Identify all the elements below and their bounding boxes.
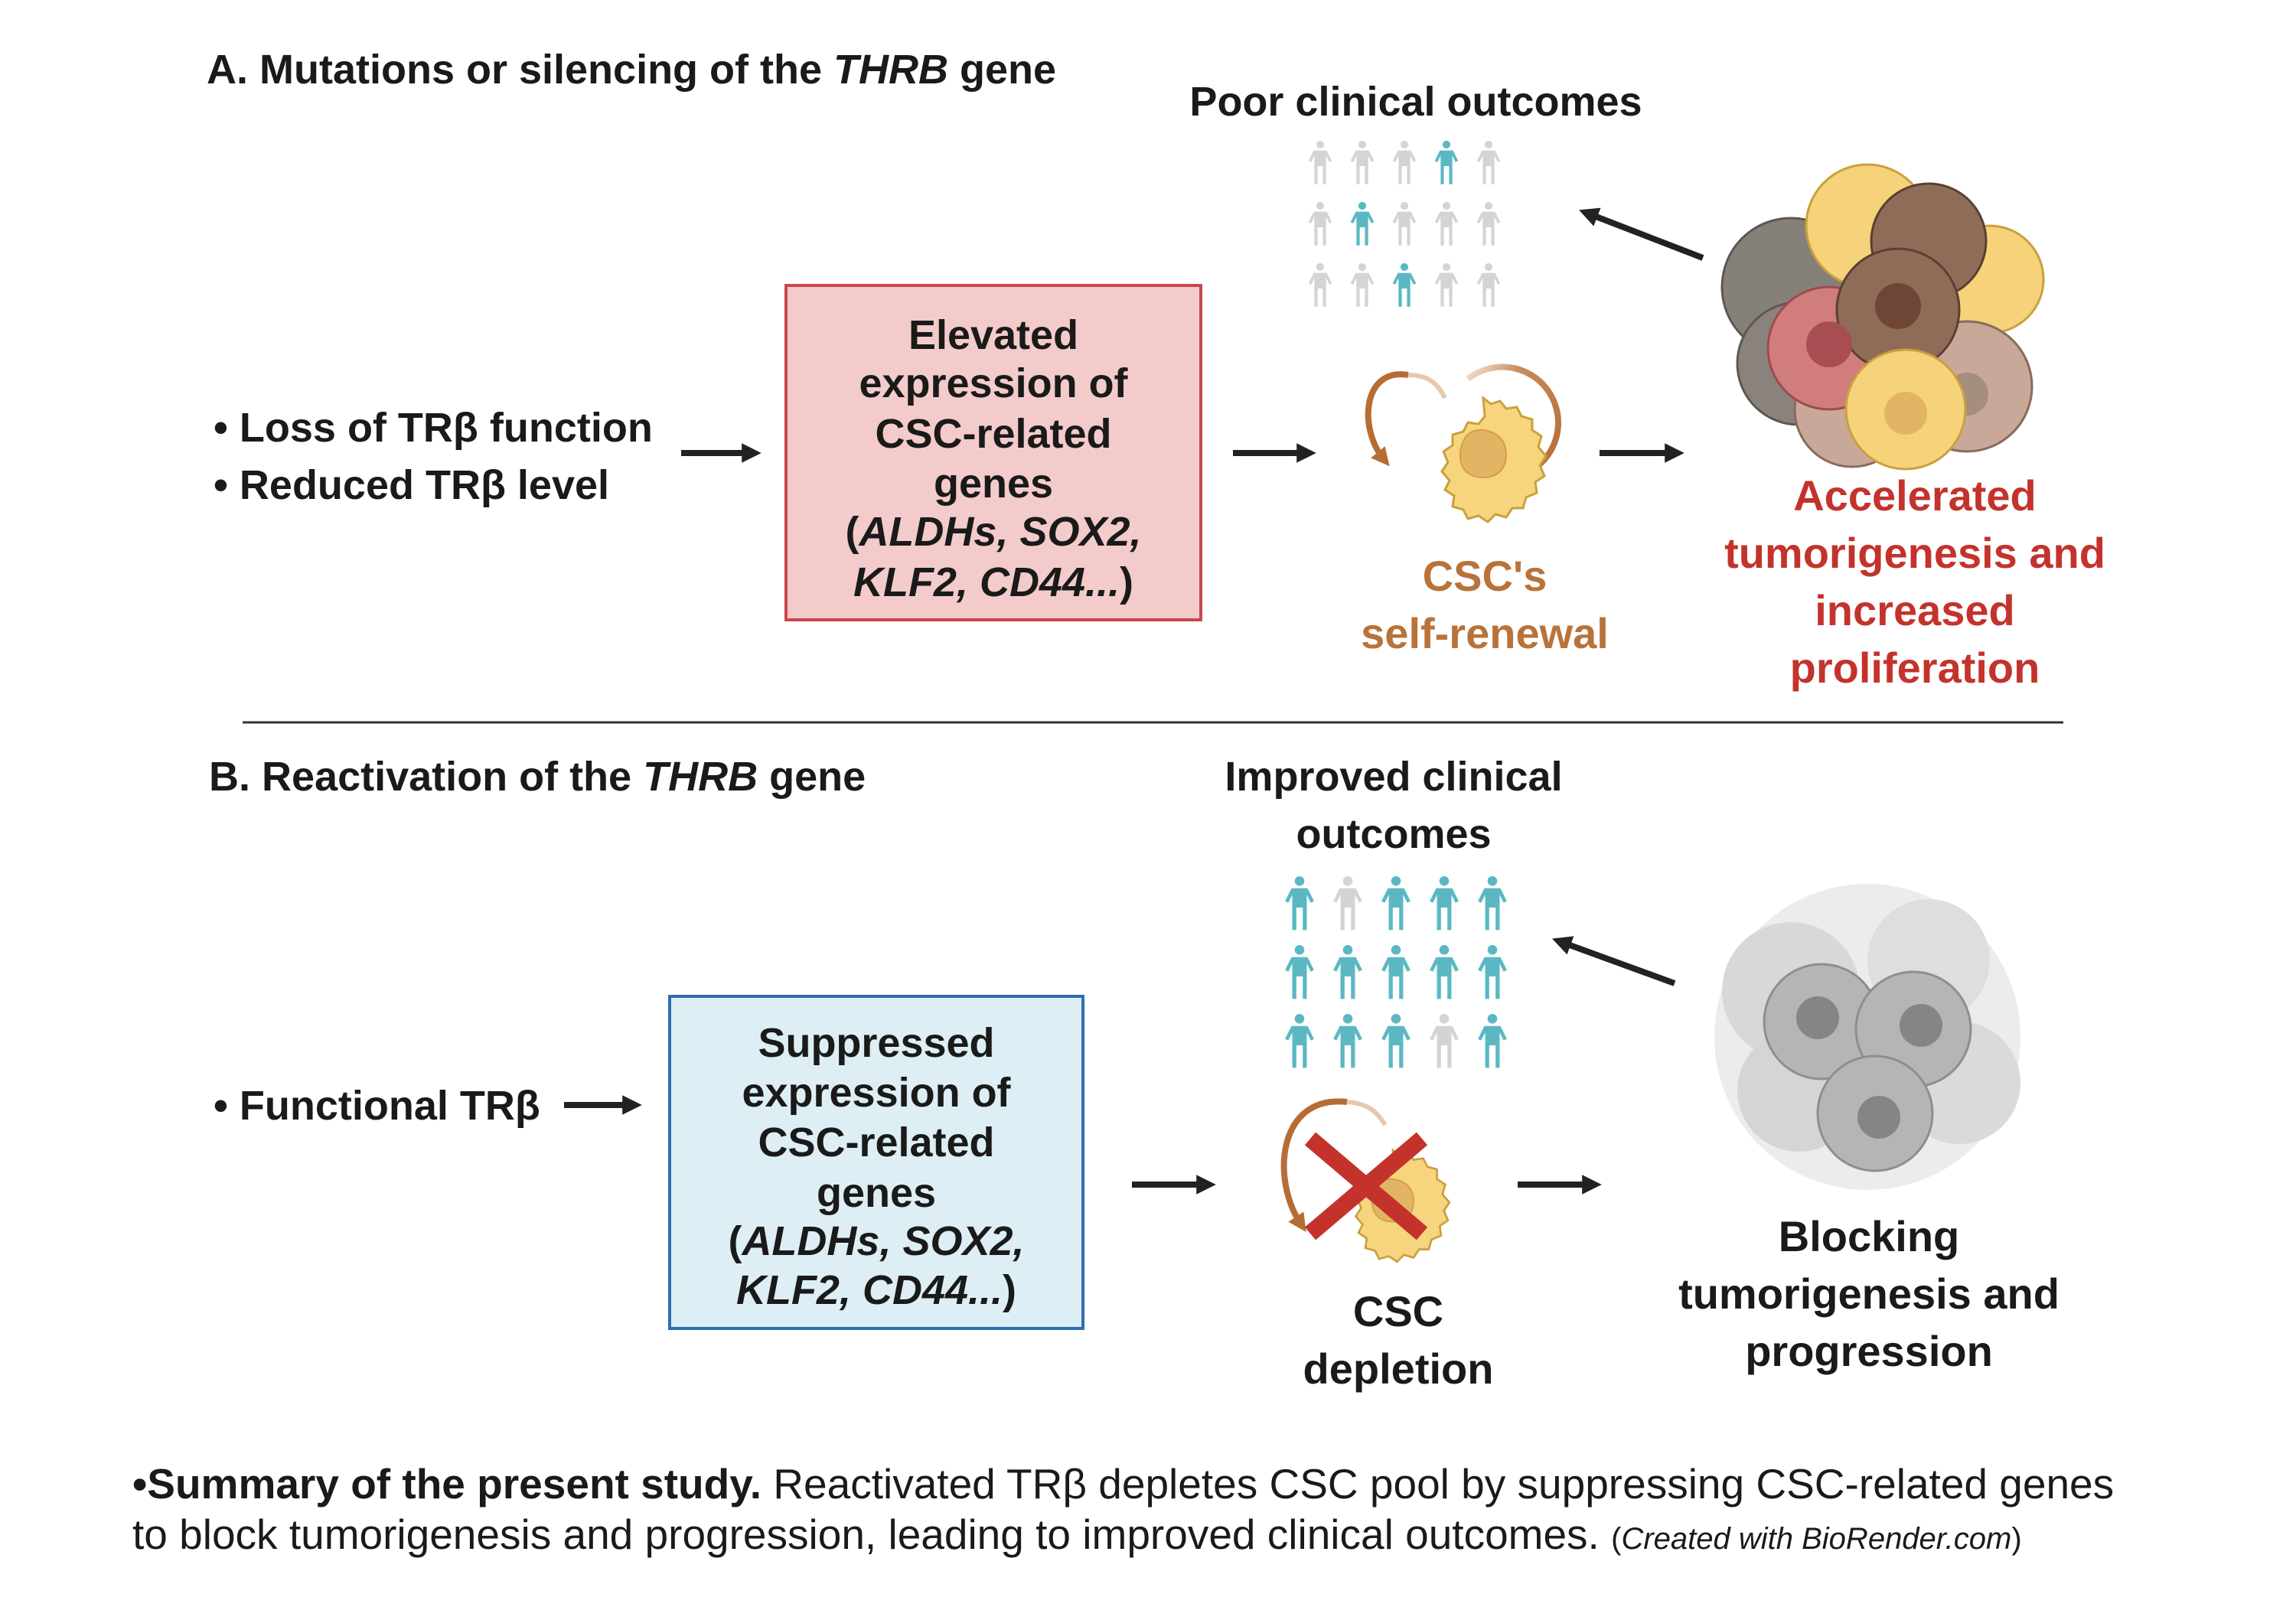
suppressed-expression-box: Suppressed expression of CSC-related gen… (668, 995, 1084, 1330)
csc-label-line: CSC's (1422, 552, 1548, 600)
bullet-functional-trb: • Functional TRβ (214, 1083, 540, 1129)
gene-list-line: (ALDHs, SOX2, (671, 1221, 1081, 1262)
credit: (Created with BioRender.com) (1611, 1522, 2022, 1556)
box-line: expression of (859, 360, 1128, 406)
arrow-to-improved-outcomes (1551, 936, 1676, 986)
csc-label-line: self-renewal (1361, 609, 1609, 657)
gene-list-line: KLF2, CD44...) (788, 562, 1199, 603)
person-icon-highlighted (1285, 945, 1314, 999)
blocking-label-line: tumorigenesis and (1678, 1270, 2060, 1318)
csc-self-renewal-icon (1440, 363, 1561, 523)
title-text: A. Mutations or silencing of the (207, 47, 834, 93)
result-label-line: Accelerated (1793, 471, 2037, 520)
result-label-line: proliferation (1789, 644, 2040, 692)
box-line: CSC-related (758, 1120, 995, 1165)
summary-text: Reactivated TRβ depletes CSC pool by sup… (762, 1460, 2115, 1508)
box-line: genes (933, 461, 1054, 507)
title-text: B. Reactivation of the (209, 754, 644, 800)
person-icon (1430, 1014, 1459, 1068)
bullet-loss-of-function: • Loss of TRβ function (214, 405, 653, 451)
improved-outcomes-title: outcomes (1296, 811, 1492, 857)
renewal-arrow-icon (1280, 1098, 1348, 1232)
blocking-label-line: progression (1745, 1327, 1993, 1375)
credit-text: (Created with BioRender.com) (1611, 1522, 2022, 1556)
person-icon-highlighted (1381, 876, 1411, 931)
paren: ) (1120, 559, 1134, 605)
box-line: genes (816, 1170, 937, 1216)
renewal-arrow-icon (1365, 371, 1447, 467)
elevated-expression-box: Elevated expression of CSC-related genes… (784, 284, 1202, 621)
gene-list-line: KLF2, CD44...) (671, 1270, 1081, 1311)
person-icon-highlighted (1478, 945, 1507, 999)
box-line: CSC-related (875, 411, 1112, 457)
person-icon (1333, 876, 1362, 931)
person-icon-highlighted (1333, 1014, 1362, 1068)
dying-tumor-icon (1714, 884, 2020, 1190)
person-icon-highlighted (1285, 1014, 1314, 1068)
bullet-reduced-level: • Reduced TRβ level (214, 462, 610, 508)
person-icon-highlighted (1478, 1014, 1507, 1068)
paren: ( (845, 509, 859, 555)
result-label-line: increased (1815, 586, 2015, 634)
gene-list: ALDHs, SOX2, (742, 1218, 1025, 1264)
paren: ) (1003, 1267, 1017, 1313)
title-text: gene (948, 47, 1057, 93)
csc-depletion-label: depletion (1303, 1345, 1494, 1393)
summary-heading: •Summary of the present study. (132, 1460, 762, 1508)
person-icon-highlighted (1285, 876, 1314, 931)
summary-line-2: to block tumorigenesis and progression, … (132, 1514, 2022, 1556)
box-line: Elevated (908, 312, 1079, 358)
tumor-cluster-icon (1720, 163, 2045, 471)
summary-line-1: •Summary of the present study. Reactivat… (132, 1463, 2114, 1505)
blocking-label-line: Blocking (1778, 1212, 1960, 1260)
result-label-line: tumorigenesis and (1724, 529, 2105, 577)
cross-icon (1304, 1132, 1428, 1240)
csc-depletion-label: CSC (1352, 1287, 1444, 1335)
gene-name: THRB (643, 754, 758, 800)
poor-outcomes-title: Poor clinical outcomes (1189, 79, 1642, 125)
paren: ( (728, 1218, 742, 1264)
person-icon-highlighted (1430, 945, 1459, 999)
improved-outcomes-title: Improved clinical (1225, 754, 1563, 800)
person-icon-highlighted (1333, 945, 1362, 999)
title-text: gene (758, 754, 866, 800)
gene-list-line: (ALDHs, SOX2, (788, 511, 1199, 553)
box-line: expression of (742, 1070, 1011, 1116)
summary-text: to block tumorigenesis and progression, … (132, 1511, 1612, 1558)
person-icon-highlighted (1381, 1014, 1411, 1068)
person-icon-highlighted (1478, 876, 1507, 931)
arrow-to-poor-outcomes (1579, 207, 1704, 261)
gene-list: ALDHs, SOX2, (859, 509, 1142, 555)
box-line: Suppressed (758, 1020, 995, 1066)
panel-b-title: B. Reactivation of the THRB gene (209, 756, 866, 797)
people-grid-improved (1285, 876, 1507, 1068)
person-icon-highlighted (1430, 876, 1459, 931)
gene-name: THRB (833, 47, 949, 93)
gene-list: KLF2, CD44... (735, 1267, 1003, 1313)
csc-depletion-icon (1355, 1149, 1451, 1263)
panel-a-title: A. Mutations or silencing of the THRB ge… (207, 49, 1056, 90)
gene-list: KLF2, CD44... (853, 559, 1120, 605)
person-icon-highlighted (1381, 945, 1411, 999)
